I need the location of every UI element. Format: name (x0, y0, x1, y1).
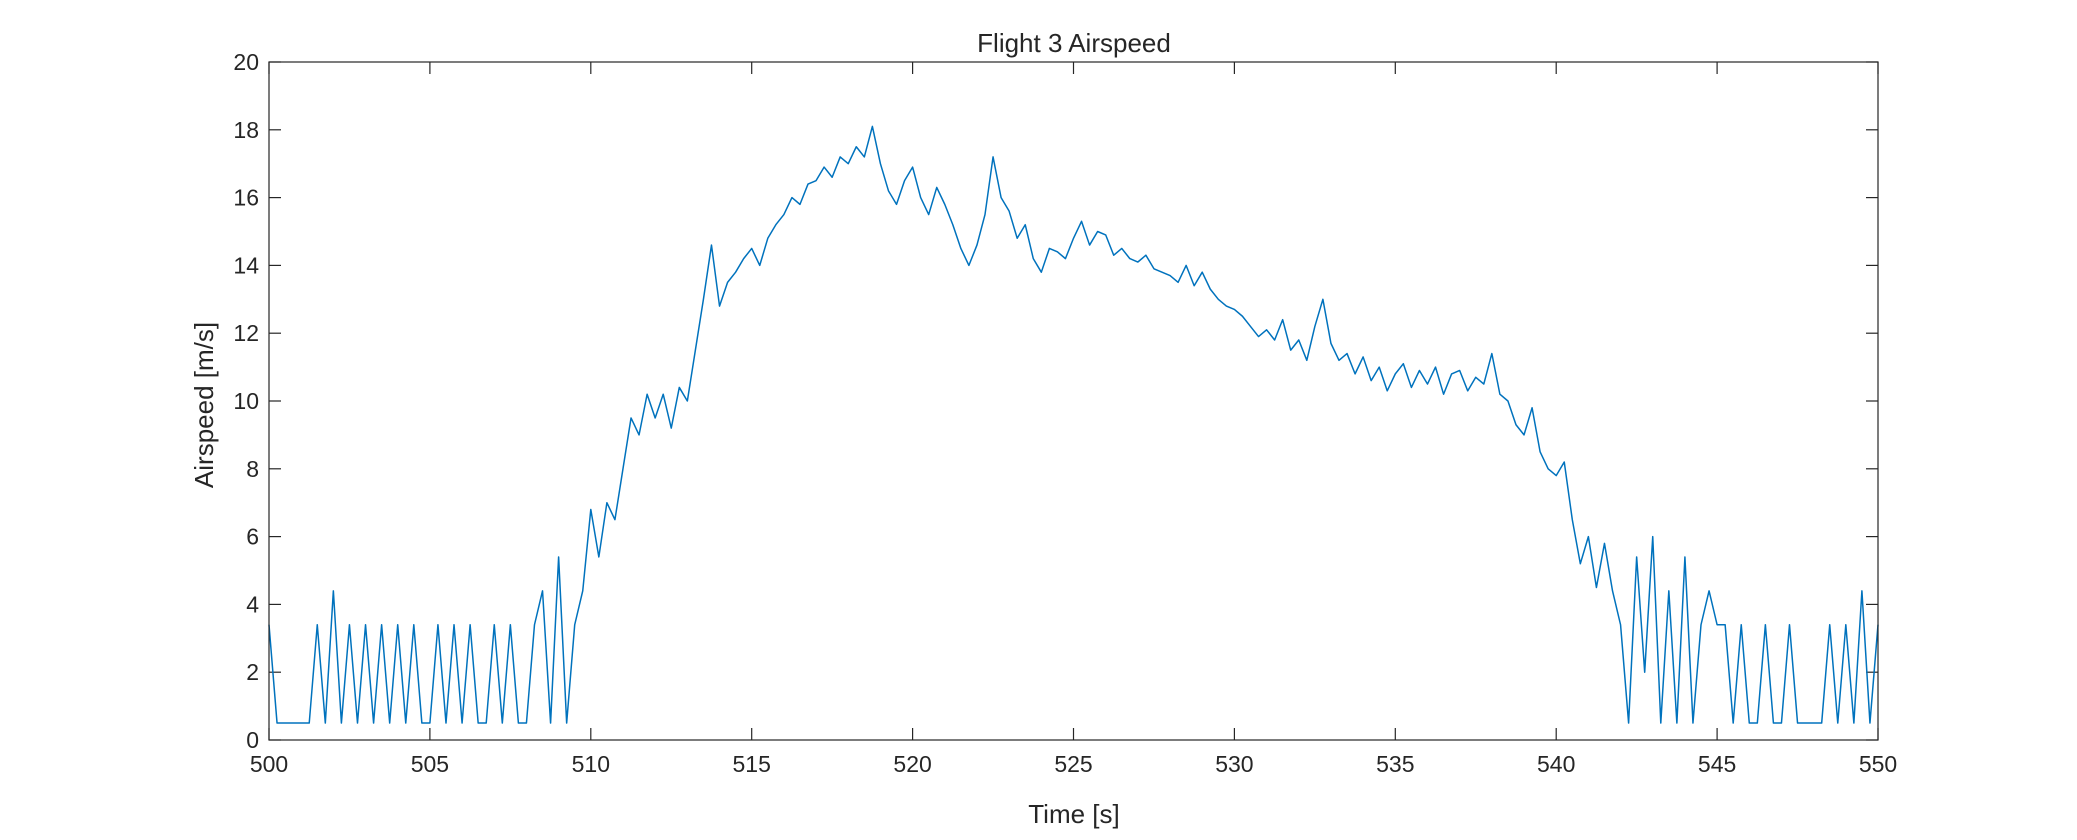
y-tick-label: 14 (233, 252, 259, 278)
y-tick-label: 10 (233, 388, 259, 414)
x-tick-label: 545 (1698, 751, 1736, 777)
x-tick-label: 515 (733, 751, 771, 777)
y-tick-label: 12 (233, 320, 259, 346)
x-tick-label: 505 (411, 751, 449, 777)
y-tick-label: 4 (246, 591, 259, 617)
plot-frame (268, 61, 1879, 741)
y-tick-label: 20 (233, 49, 259, 75)
y-axis-label: Airspeed [m/s] (189, 322, 219, 488)
x-tick-label: 550 (1859, 751, 1897, 777)
x-tick-label: 525 (1054, 751, 1092, 777)
chart-title: Flight 3 Airspeed (977, 28, 1171, 58)
x-axis-label: Time [s] (1028, 799, 1119, 829)
x-tick-label: 540 (1537, 751, 1575, 777)
x-tick-label: 500 (250, 751, 288, 777)
y-tick-label: 2 (246, 659, 259, 685)
x-tick-label: 520 (893, 751, 931, 777)
x-tick-label: 530 (1215, 751, 1253, 777)
y-tick-label: 16 (233, 185, 259, 211)
y-tick-label: 6 (246, 524, 259, 550)
data-line (268, 125, 1879, 724)
y-tick-label: 0 (246, 727, 259, 753)
x-tick-label: 510 (572, 751, 610, 777)
y-tick-label: 18 (233, 117, 259, 143)
x-tick-label: 535 (1376, 751, 1414, 777)
y-tick-label: 8 (246, 456, 259, 482)
